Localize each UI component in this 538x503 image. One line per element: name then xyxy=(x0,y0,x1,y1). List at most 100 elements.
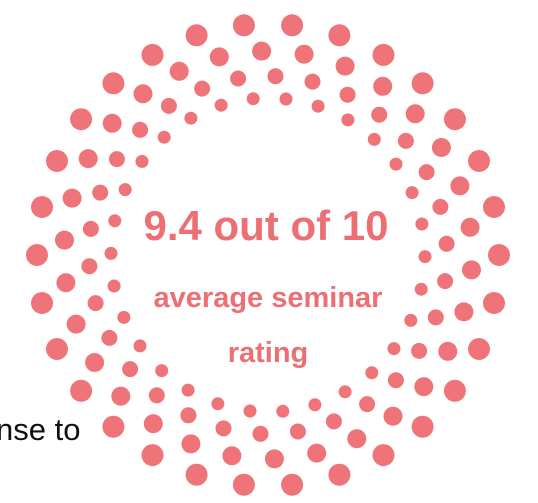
dot xyxy=(103,114,122,133)
dot xyxy=(85,353,104,372)
dot xyxy=(180,407,196,423)
dot xyxy=(326,413,342,429)
dot xyxy=(371,107,387,123)
dot xyxy=(63,189,82,208)
dot xyxy=(101,330,117,346)
text-fragment: nse to xyxy=(0,412,80,447)
dot xyxy=(359,396,375,412)
dot xyxy=(109,151,125,167)
dot xyxy=(230,71,246,87)
dot xyxy=(244,405,257,418)
dot xyxy=(88,295,104,311)
caption-line: rating xyxy=(228,337,309,369)
dot xyxy=(412,72,434,94)
dot xyxy=(247,92,260,105)
dot xyxy=(428,309,444,325)
dot xyxy=(388,372,404,388)
page: nse to 9.4 out of 10 average seminar rat… xyxy=(0,0,538,503)
dot xyxy=(161,98,177,114)
dot xyxy=(158,131,171,144)
dot-ring xyxy=(26,14,510,495)
dot xyxy=(483,292,505,314)
dot xyxy=(31,196,53,218)
dot xyxy=(336,57,355,76)
dot xyxy=(307,444,326,463)
dot xyxy=(186,464,208,486)
dot xyxy=(468,150,490,172)
dot xyxy=(328,24,350,46)
dot xyxy=(290,424,306,440)
dot xyxy=(132,122,148,138)
dot xyxy=(384,407,403,426)
dot xyxy=(56,273,75,292)
dot xyxy=(102,72,124,94)
dot xyxy=(184,112,197,125)
dot xyxy=(432,199,448,215)
dot xyxy=(450,176,469,195)
dot xyxy=(373,444,395,466)
dot xyxy=(55,231,74,250)
dot xyxy=(414,377,433,396)
dot xyxy=(252,42,271,61)
dot xyxy=(411,343,427,359)
dot xyxy=(439,236,455,252)
dot xyxy=(182,384,195,397)
dot xyxy=(328,464,350,486)
dot xyxy=(210,47,229,66)
dot xyxy=(341,113,354,126)
dot xyxy=(406,186,419,199)
dot xyxy=(295,45,314,64)
dot xyxy=(136,155,149,168)
dot xyxy=(149,387,165,403)
dot xyxy=(170,62,189,81)
dot xyxy=(488,244,510,266)
dot xyxy=(46,150,68,172)
dot xyxy=(108,280,121,293)
dot xyxy=(419,164,435,180)
dot xyxy=(437,273,453,289)
dot xyxy=(390,158,403,171)
dot xyxy=(102,416,124,438)
dot xyxy=(444,380,466,402)
dot xyxy=(31,292,53,314)
dot xyxy=(373,44,395,66)
dot xyxy=(233,14,255,36)
dot xyxy=(265,449,284,468)
dot xyxy=(438,342,457,361)
dot xyxy=(483,196,505,218)
dot xyxy=(155,364,168,377)
dot xyxy=(186,24,208,46)
dot xyxy=(70,108,92,130)
dot xyxy=(432,138,451,157)
dot xyxy=(253,426,269,442)
dot xyxy=(308,398,321,411)
dot xyxy=(444,108,466,130)
dot xyxy=(312,100,325,113)
dot xyxy=(92,185,108,201)
dot xyxy=(70,380,92,402)
dot xyxy=(211,397,224,410)
dot xyxy=(305,74,321,90)
dot xyxy=(233,474,255,496)
dot xyxy=(67,315,86,334)
dot xyxy=(46,338,68,360)
dot xyxy=(398,133,414,149)
dot xyxy=(454,302,473,321)
dot xyxy=(412,416,434,438)
dot xyxy=(26,244,48,266)
dot xyxy=(111,387,130,406)
dot xyxy=(108,214,121,227)
dot xyxy=(404,314,417,327)
dot xyxy=(117,311,130,324)
dot xyxy=(368,133,381,146)
dot xyxy=(81,258,97,274)
dot xyxy=(340,87,356,103)
dot xyxy=(365,366,378,379)
rating-badge: nse to 9.4 out of 10 average seminar rat… xyxy=(0,0,538,503)
dot xyxy=(134,339,147,352)
dot xyxy=(144,414,163,433)
dot xyxy=(119,183,132,196)
dot xyxy=(83,221,99,237)
dot xyxy=(142,444,164,466)
dot xyxy=(181,434,200,453)
